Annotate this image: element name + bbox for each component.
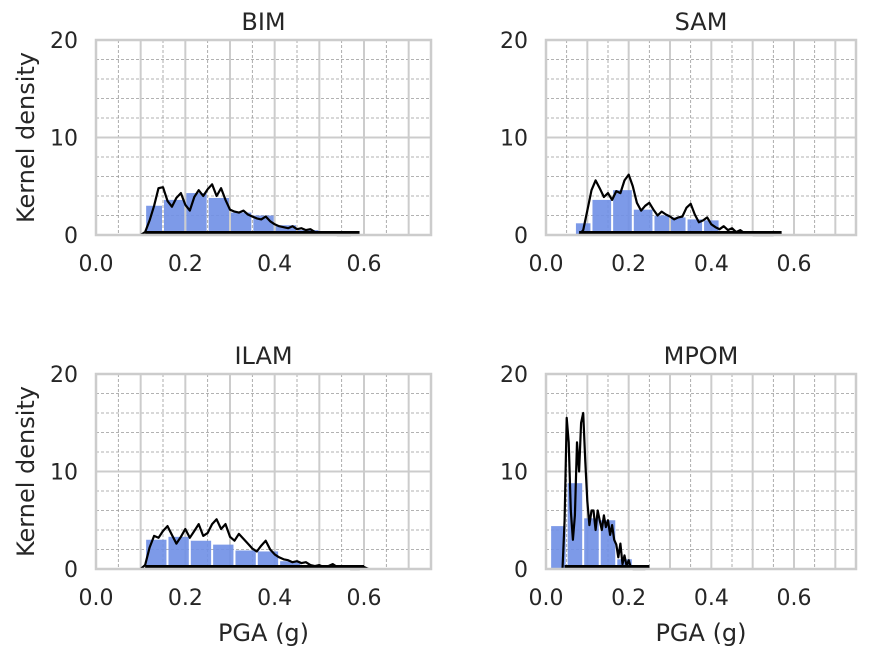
x-tick-label: 0.0 bbox=[79, 252, 114, 277]
histogram-bar bbox=[146, 539, 167, 569]
x-tick-label: 0.2 bbox=[168, 252, 203, 277]
histogram-bar bbox=[613, 190, 632, 235]
x-tick-label: 0.2 bbox=[611, 586, 646, 611]
histogram-bar bbox=[164, 199, 185, 235]
x-tick-label: 0.4 bbox=[257, 586, 292, 611]
histogram-bar bbox=[257, 551, 279, 569]
y-tick-label: 10 bbox=[500, 127, 528, 152]
histogram-bar bbox=[633, 209, 653, 235]
major-grid bbox=[546, 40, 856, 235]
major-grid bbox=[96, 40, 431, 235]
histogram-bars bbox=[575, 190, 719, 235]
histogram-bar bbox=[208, 197, 229, 235]
histogram-bars bbox=[146, 193, 319, 235]
x-tick-label: 0.0 bbox=[529, 252, 564, 277]
minor-grid bbox=[96, 374, 431, 569]
x-tick-label: 0.0 bbox=[79, 586, 114, 611]
axes-frame bbox=[94, 38, 433, 237]
histogram-bar bbox=[168, 536, 189, 569]
panel-title: MPOM bbox=[664, 342, 739, 370]
x-tick-label: 0.6 bbox=[777, 586, 812, 611]
y-tick-label: 0 bbox=[64, 224, 78, 249]
y-tick-label: 0 bbox=[514, 224, 528, 249]
panel-mpom: 0.0 0.2 0.4 0.6 0 10 20 MPOM PGA (g) bbox=[500, 342, 858, 647]
y-tick-label: 0 bbox=[514, 558, 528, 583]
x-tick-label: 0.4 bbox=[694, 586, 729, 611]
histogram-bar bbox=[186, 193, 207, 235]
x-tick-label: 0.2 bbox=[168, 586, 203, 611]
panel-title: SAM bbox=[675, 8, 728, 36]
histogram-bar bbox=[213, 544, 234, 569]
histogram-bar bbox=[654, 215, 669, 235]
axes-frame bbox=[94, 372, 433, 571]
histogram-bar bbox=[235, 550, 256, 569]
panel-title: BIM bbox=[241, 8, 285, 36]
y-tick-label: 20 bbox=[50, 363, 78, 388]
histogram-bars bbox=[551, 483, 632, 569]
x-axis-label: PGA (g) bbox=[655, 619, 746, 647]
histogram-bar bbox=[592, 199, 612, 235]
panel-sam: 0.0 0.2 0.4 0.6 0 10 20 SAM bbox=[500, 8, 858, 277]
histogram-bar bbox=[275, 225, 296, 235]
x-axis-label: PGA (g) bbox=[218, 619, 309, 647]
x-tick-label: 0.6 bbox=[347, 252, 382, 277]
y-tick-label: 0 bbox=[64, 558, 78, 583]
x-tick-label: 0.2 bbox=[611, 252, 646, 277]
histogram-bar bbox=[231, 212, 252, 235]
y-tick-label: 20 bbox=[500, 363, 528, 388]
axes-frame bbox=[544, 38, 858, 237]
axes-frame bbox=[544, 372, 858, 571]
x-tick-label: 0.6 bbox=[347, 586, 382, 611]
histogram-bar bbox=[146, 205, 162, 235]
kde-line bbox=[578, 173, 783, 237]
panel-title: ILAM bbox=[234, 342, 292, 370]
y-tick-label: 20 bbox=[50, 29, 78, 54]
panel-ilam: 0.0 0.2 0.4 0.6 0 10 20 ILAM PGA (g) Kernel densi… bbox=[12, 342, 433, 647]
kde-line bbox=[140, 183, 360, 237]
y-tick-label: 20 bbox=[500, 29, 528, 54]
kde-line bbox=[561, 411, 651, 571]
major-grid bbox=[546, 374, 856, 569]
x-tick-label: 0.6 bbox=[777, 252, 812, 277]
x-tick-label: 0.4 bbox=[257, 252, 292, 277]
kde-line bbox=[139, 518, 369, 571]
y-tick-label: 10 bbox=[50, 461, 78, 486]
y-tick-label: 10 bbox=[50, 127, 78, 152]
histogram-bar bbox=[190, 540, 212, 569]
histogram-bar bbox=[671, 217, 686, 235]
x-tick-label: 0.4 bbox=[694, 252, 729, 277]
y-axis-label: Kernel density bbox=[12, 52, 40, 223]
panel-bim: 0.0 0.2 0.4 0.6 0 10 20 BIM Kernel density bbox=[12, 8, 433, 277]
x-tick-label: 0.0 bbox=[529, 586, 564, 611]
y-axis-label: Kernel density bbox=[12, 386, 40, 557]
histogram-bar bbox=[617, 559, 632, 569]
histogram-bars bbox=[146, 536, 301, 569]
y-tick-label: 10 bbox=[500, 461, 528, 486]
major-grid bbox=[96, 374, 431, 569]
